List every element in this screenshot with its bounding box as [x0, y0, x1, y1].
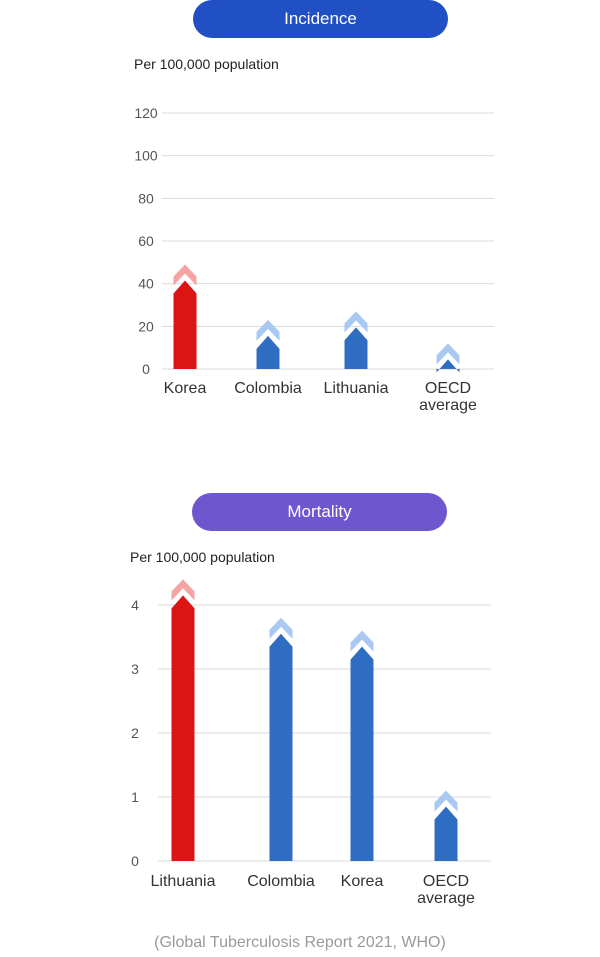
incidence-category-label: Korea [164, 380, 207, 397]
incidence-bar [436, 359, 460, 373]
mortality-bar [350, 646, 374, 861]
incidence-bar-tip [173, 264, 197, 286]
incidence-bar-tip [344, 311, 368, 333]
mortality-category-label: Lithuania [151, 873, 216, 890]
incidence-bar [256, 335, 280, 369]
incidence-y-tick-label: 80 [138, 190, 154, 206]
incidence-y-tick-label: 100 [134, 148, 158, 164]
mortality-chart: 0 1 2 3 4 Lithuania Colombia Korea OECD average [131, 579, 491, 907]
mortality-title: Mortality [287, 502, 352, 521]
incidence-title: Incidence [284, 9, 357, 28]
incidence-title-pill: Incidence [193, 0, 448, 38]
mortality-bar [434, 806, 458, 861]
incidence-y-tick-label: 40 [138, 276, 154, 292]
incidence-bar [173, 280, 197, 369]
incidence-category-label: OECD average [419, 380, 477, 414]
mortality-bar-tip [171, 579, 195, 601]
mortality-unit-label: Per 100,000 population [130, 549, 275, 565]
incidence-bar [344, 327, 368, 369]
mortality-y-tick-label: 2 [131, 725, 139, 741]
incidence-category-label: Lithuania [324, 380, 389, 397]
mortality-bar-tip [269, 617, 293, 639]
mortality-y-tick-label: 0 [131, 853, 139, 869]
incidence-y-tick-label: 20 [138, 318, 154, 334]
incidence-bar-tip [256, 319, 280, 341]
incidence-bar-tip [436, 343, 460, 365]
incidence-y-tick-label: 120 [134, 105, 158, 121]
mortality-bar-tip [434, 790, 458, 812]
mortality-y-tick-label: 1 [131, 789, 139, 805]
mortality-y-tick-label: 3 [131, 661, 139, 677]
incidence-category-label: Colombia [234, 380, 302, 397]
mortality-bar [269, 633, 293, 861]
incidence-unit-label: Per 100,000 population [134, 56, 279, 72]
mortality-category-label: Colombia [247, 873, 315, 890]
mortality-y-tick-label: 4 [131, 597, 139, 613]
mortality-category-label: Korea [341, 873, 384, 890]
incidence-chart: 0 20 40 60 80 100 120 Korea Colombia Lithuania OEC… [134, 105, 494, 414]
source-note: (Global Tuberculosis Report 2021, WHO) [154, 934, 446, 951]
incidence-y-tick-label: 60 [138, 233, 154, 249]
mortality-title-pill: Mortality [192, 493, 447, 531]
incidence-y-tick-label: 0 [142, 361, 150, 377]
mortality-bar-tip [350, 630, 374, 652]
mortality-bar [171, 595, 195, 861]
mortality-category-label: OECD average [417, 873, 475, 907]
